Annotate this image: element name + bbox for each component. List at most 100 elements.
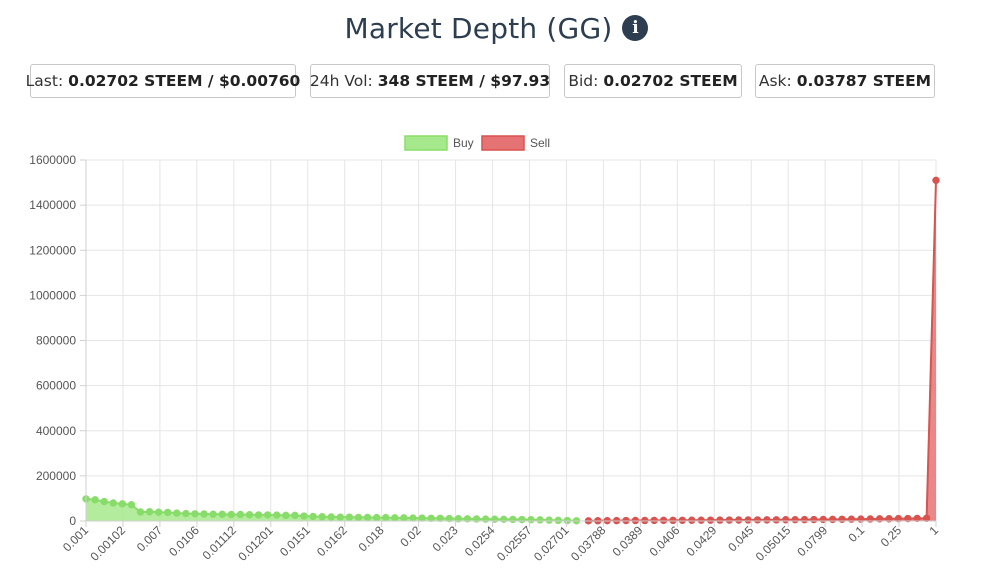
buy-point <box>363 513 372 522</box>
last-price-value: 0.02702 STEEM / $0.00760 <box>68 72 301 90</box>
sell-point <box>706 516 715 524</box>
buy-point <box>100 497 108 506</box>
buy-point <box>164 508 172 517</box>
buy-area <box>86 498 577 521</box>
buy-point <box>518 515 526 524</box>
bid-box: Bid: 0.02702 STEEM <box>564 64 742 98</box>
stats-bar: Last: 0.02702 STEEM / $0.00760 24h Vol: … <box>0 64 993 100</box>
buy-point <box>372 513 381 522</box>
axes: 0 200000 400000 600000 800000 1000000 1200000 1… <box>29 153 941 564</box>
buy-point <box>509 515 517 524</box>
page-title: Market Depth (GG) <box>344 11 613 45</box>
x-tick-label: 0.018 <box>356 523 387 554</box>
buy-point <box>382 513 390 522</box>
sell-point <box>904 514 912 523</box>
buy-point <box>145 508 154 516</box>
ask-box: Ask: 0.03787 STEEM <box>755 64 935 98</box>
buy-point <box>336 513 344 521</box>
y-tick-label: 800000 <box>36 334 76 348</box>
sell-point <box>875 515 884 523</box>
sell-point <box>838 515 846 523</box>
sell-point <box>688 516 696 524</box>
buy-point <box>309 512 317 521</box>
y-tick-label: 1000000 <box>29 288 76 302</box>
sell-point <box>772 516 781 524</box>
sell-point <box>885 515 893 523</box>
x-tick-label: 0.0254 <box>462 523 498 559</box>
x-tick-label: 0.02 <box>397 523 424 550</box>
x-tick-label: 0.045 <box>725 523 756 554</box>
buy-point <box>345 513 354 521</box>
x-tick-label: 0.05015 <box>753 523 794 564</box>
buy-point <box>245 510 254 519</box>
buy-point <box>527 515 535 524</box>
buy-point <box>327 513 335 521</box>
buy-point <box>391 514 399 522</box>
legend-sell-swatch <box>481 135 525 151</box>
x-tick-label: 0.0389 <box>610 523 646 559</box>
buy-point <box>536 516 544 524</box>
ask-label: Ask: <box>758 72 792 90</box>
x-tick-label: 0.03788 <box>568 523 609 564</box>
x-tick-label: 0.25 <box>878 523 905 550</box>
buy-point <box>554 516 562 525</box>
sell-point <box>753 516 762 524</box>
buy-point <box>191 510 199 518</box>
buy-point <box>291 511 299 520</box>
buy-point <box>463 515 472 523</box>
sell-point <box>641 516 649 525</box>
legend-buy-swatch <box>404 135 448 151</box>
sell-point <box>932 176 940 185</box>
sell-point <box>735 516 743 524</box>
market-depth-chart: 0 200000 400000 600000 800000 1000000 1200000 1… <box>29 135 941 564</box>
x-tick-label: 0.02701 <box>531 523 572 564</box>
y-tick-label: 600000 <box>36 379 76 393</box>
x-tick-label: 0.0162 <box>314 523 350 559</box>
buy-point <box>218 510 226 518</box>
x-tick-label: 0.0799 <box>794 523 830 559</box>
info-circle-icon[interactable]: i <box>622 15 649 41</box>
x-tick-label: 0.1 <box>846 523 868 545</box>
last-price-box: Last: 0.02702 STEEM / $0.00760 <box>26 64 300 98</box>
buy-point <box>109 499 117 507</box>
buy-point <box>236 510 245 519</box>
last-price-label: Last: <box>25 72 64 90</box>
x-tick-label: 0.0429 <box>684 523 720 559</box>
bid-value: 0.02702 STEEM <box>603 72 738 90</box>
sell-point <box>828 515 837 524</box>
buy-point <box>318 513 326 521</box>
x-tick-label: 0.00102 <box>87 523 128 564</box>
sell-point <box>659 516 668 525</box>
buy-point <box>136 508 145 516</box>
legend-buy-label: Buy <box>453 136 474 150</box>
buy-point <box>400 514 408 522</box>
buy-point <box>273 511 281 519</box>
buy-point <box>118 500 127 508</box>
y-tick-label: 400000 <box>36 424 76 438</box>
sell-point <box>810 515 818 524</box>
x-tick-label: 0.01112 <box>200 523 240 563</box>
y-tick-label: 200000 <box>36 469 76 483</box>
x-tick-label: 0.0106 <box>166 523 202 559</box>
sell-point <box>791 515 799 524</box>
y-tick-label: 1400000 <box>29 198 76 212</box>
buy-point <box>454 515 463 523</box>
sell-point <box>669 516 677 525</box>
x-tick-label: 0.007 <box>134 523 165 554</box>
buy-point <box>354 513 363 522</box>
x-tick-label: 0.023 <box>430 523 461 554</box>
x-tick-label: 0.0151 <box>277 523 313 559</box>
x-tick-label: 0.02557 <box>494 523 535 564</box>
grid <box>85 159 937 522</box>
buy-point <box>209 510 217 518</box>
legend-sell-label: Sell <box>530 136 550 150</box>
x-tick-label: 0.01201 <box>235 523 276 564</box>
title-row: Market Depth (GG) i <box>0 8 993 48</box>
volume-label: 24h Vol: <box>309 72 373 90</box>
buy-point <box>173 509 181 517</box>
y-tick-label: 1600000 <box>29 153 76 167</box>
y-tick-label: 0 <box>69 514 76 528</box>
buy-point <box>200 510 208 518</box>
y-tick-label: 1200000 <box>29 243 76 257</box>
ask-value: 0.03787 STEEM <box>796 72 932 90</box>
